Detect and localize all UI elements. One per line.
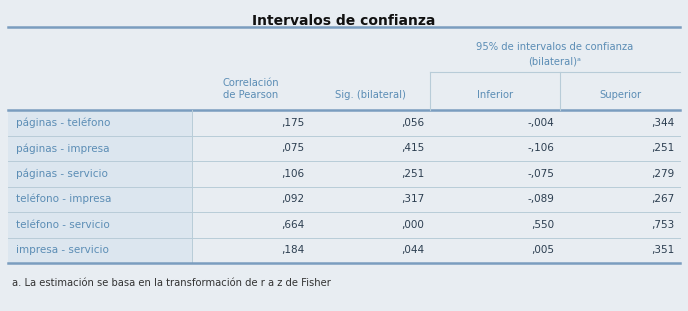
- Text: ,753: ,753: [651, 220, 674, 230]
- Bar: [8, 187, 192, 212]
- Text: a. La estimación se basa en la transformación de r a z de Fisher: a. La estimación se basa en la transform…: [12, 278, 331, 288]
- Text: Sig. (bilateral): Sig. (bilateral): [334, 90, 405, 100]
- Text: Superior: Superior: [599, 90, 641, 100]
- Text: teléfono - impresa: teléfono - impresa: [16, 194, 111, 205]
- Text: -,106: -,106: [527, 143, 554, 153]
- Text: ,251: ,251: [400, 169, 424, 179]
- Text: -,075: -,075: [527, 169, 554, 179]
- Text: Intervalos de confianza: Intervalos de confianza: [252, 14, 436, 28]
- Text: teléfono - servicio: teléfono - servicio: [16, 220, 110, 230]
- Text: (bilateral)ᵃ: (bilateral)ᵃ: [528, 56, 581, 66]
- Text: ,075: ,075: [281, 143, 304, 153]
- Text: ,550: ,550: [531, 220, 554, 230]
- Text: ,351: ,351: [651, 245, 674, 255]
- Text: ,415: ,415: [400, 143, 424, 153]
- Text: ,267: ,267: [651, 194, 674, 204]
- Text: ,106: ,106: [281, 169, 304, 179]
- Text: impresa - servicio: impresa - servicio: [16, 245, 109, 255]
- Bar: [8, 212, 192, 238]
- Text: ,344: ,344: [651, 118, 674, 128]
- Text: ,056: ,056: [401, 118, 424, 128]
- Bar: [8, 136, 192, 161]
- Text: de Pearson: de Pearson: [224, 90, 279, 100]
- Text: ,044: ,044: [401, 245, 424, 255]
- Text: ,279: ,279: [651, 169, 674, 179]
- Text: ,184: ,184: [281, 245, 304, 255]
- Text: ,317: ,317: [400, 194, 424, 204]
- Bar: [8, 238, 192, 263]
- Text: -,089: -,089: [527, 194, 554, 204]
- Bar: [8, 161, 192, 187]
- Text: ,175: ,175: [281, 118, 304, 128]
- Text: ,092: ,092: [281, 194, 304, 204]
- Text: páginas - servicio: páginas - servicio: [16, 169, 108, 179]
- Text: -,004: -,004: [527, 118, 554, 128]
- Text: ,664: ,664: [281, 220, 304, 230]
- Text: páginas - teléfono: páginas - teléfono: [16, 118, 110, 128]
- Text: ,000: ,000: [401, 220, 424, 230]
- Text: páginas - impresa: páginas - impresa: [16, 143, 109, 154]
- Text: Inferior: Inferior: [477, 90, 513, 100]
- Bar: [8, 110, 192, 136]
- Text: ,251: ,251: [651, 143, 674, 153]
- Text: Correlación: Correlación: [223, 78, 279, 88]
- Text: 95% de intervalos de confianza: 95% de intervalos de confianza: [476, 42, 634, 52]
- Text: ,005: ,005: [531, 245, 554, 255]
